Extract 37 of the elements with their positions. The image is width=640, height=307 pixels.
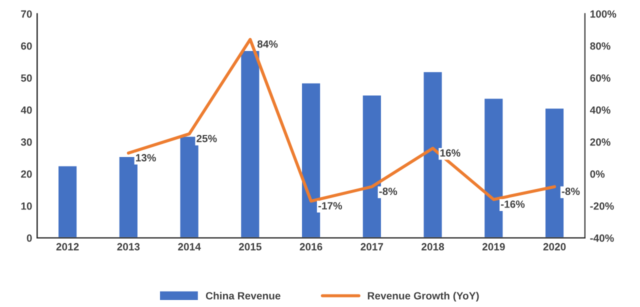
y2-tick-label: 80% [590,42,610,50]
legend-label: Revenue Growth (YoY) [368,292,479,302]
y-tick-label: 30 [20,138,32,146]
data-label: -17% [318,202,342,210]
data-label: 13% [136,154,156,162]
data-label: -8% [379,188,398,196]
x-tick-label: 2019 [482,243,505,250]
x-tick-label: 2013 [117,243,140,250]
x-tick-label: 2016 [300,243,322,250]
x-tick-label: 2012 [56,243,79,250]
x-tick-label: 2020 [543,243,566,250]
y-tick-label: 70 [21,10,32,18]
y2-tick-label: -40% [590,234,614,242]
y2-tick-label: 0% [590,170,605,178]
data-label: 16% [440,149,460,157]
y-tick-label: 40 [20,106,32,114]
y-tick-label: 10 [21,202,32,210]
y-tick-label: 60 [21,42,32,50]
x-tick-label: 2017 [360,243,384,250]
y2-tick-label: 20% [590,138,610,146]
x-tick-label: 2015 [238,243,262,250]
x-tick-label: 2018 [422,243,444,250]
legend-label: China Revenue [206,292,280,300]
y2-tick-label: -20% [590,202,614,210]
y-tick-label: 20 [21,170,32,178]
y2-tick-label: 40% [590,106,610,114]
x-tick-label: 2014 [178,243,201,250]
y-tick-label: 0 [26,234,32,242]
y-tick-label: 50 [20,74,32,82]
data-label: -8% [562,188,580,196]
bar [57,164,78,238]
y2-tick-label: 100% [590,10,616,18]
data-label: 25% [196,134,217,142]
data-label: 84% [257,40,278,48]
data-label: -16% [501,200,525,208]
y2-tick-label: 60% [590,74,610,82]
bar [240,50,261,238]
